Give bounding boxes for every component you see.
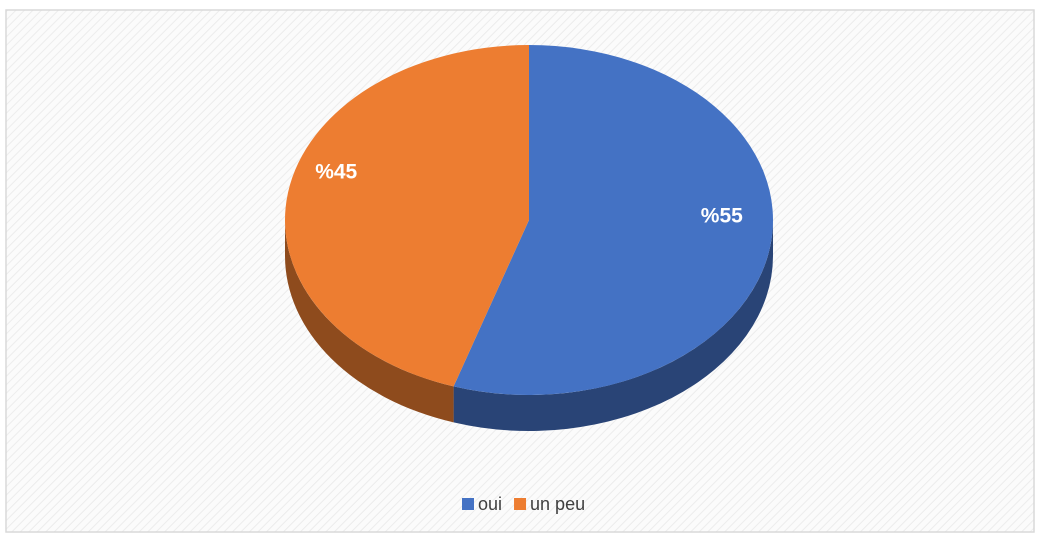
legend-swatch	[462, 498, 474, 510]
slice	[453, 45, 773, 395]
slice	[285, 45, 529, 387]
data-label: %45	[315, 161, 357, 184]
legend-label: un peu	[530, 494, 585, 514]
legend-label: oui	[478, 494, 502, 514]
slice-side	[453, 220, 773, 431]
legend-swatch	[514, 498, 527, 510]
slice-side	[285, 220, 454, 423]
data-label: %55	[701, 204, 743, 227]
